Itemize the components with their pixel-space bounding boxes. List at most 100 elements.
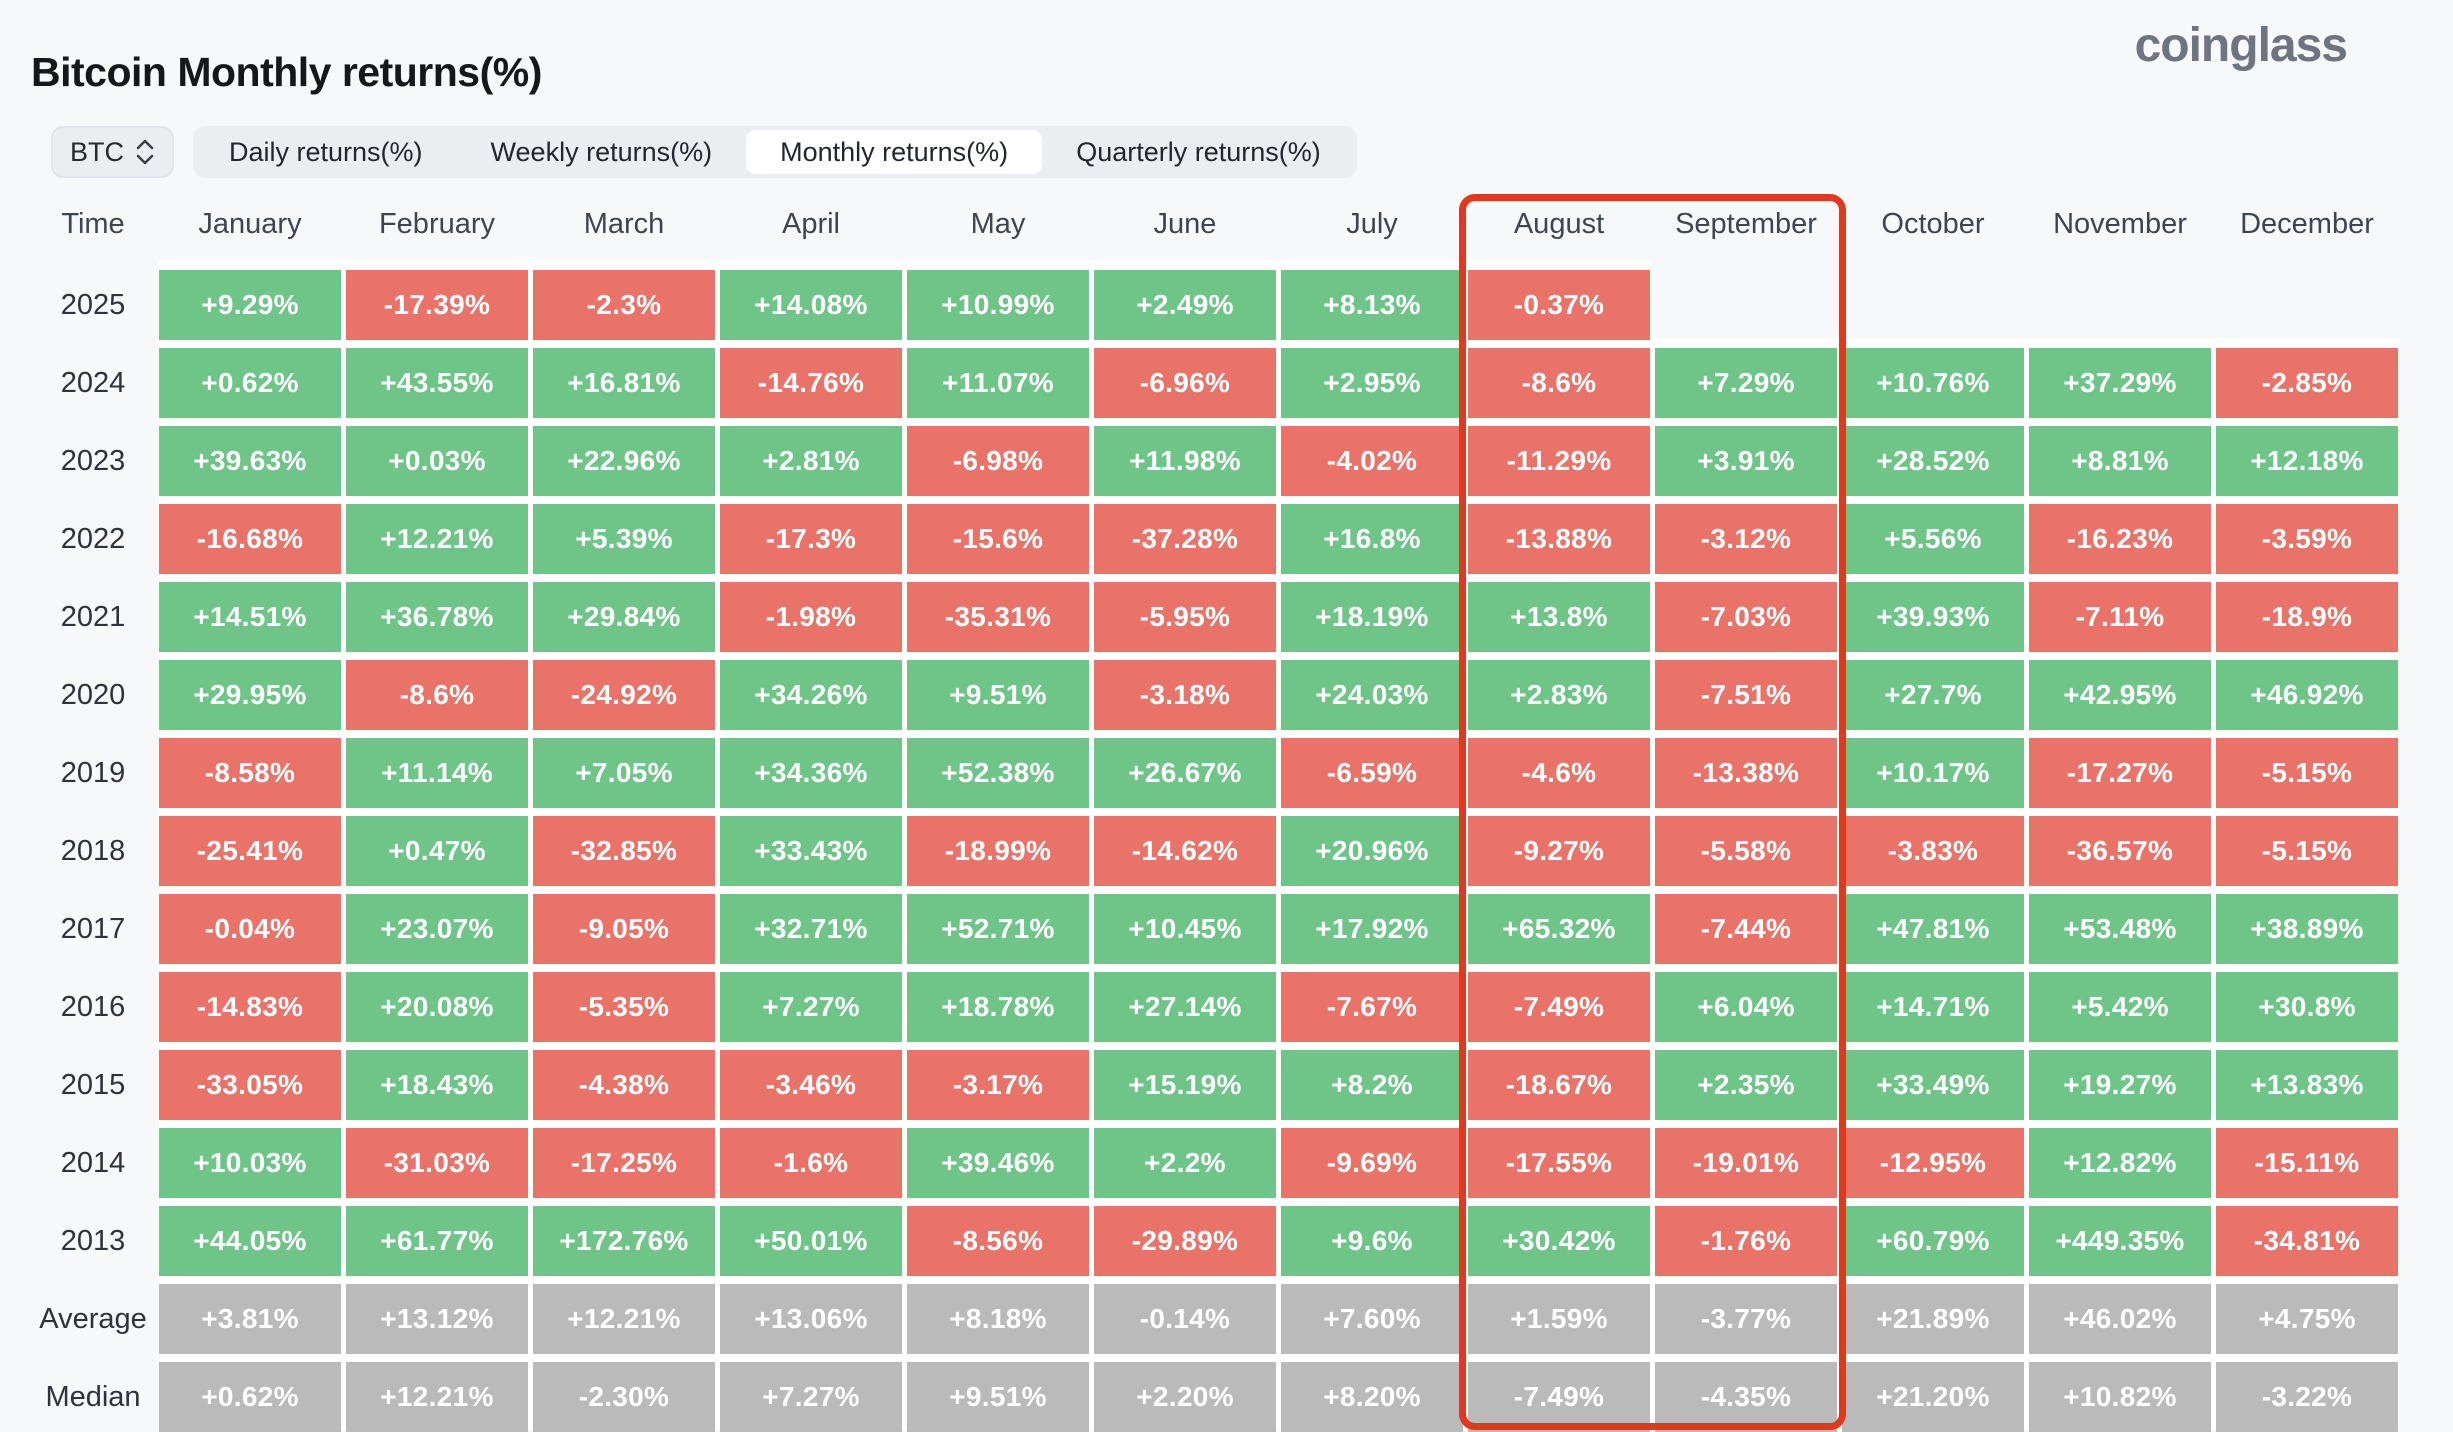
return-cell: -18.9% xyxy=(2216,582,2398,652)
col-header-month: November xyxy=(2053,207,2187,240)
return-cell: +24.03% xyxy=(1281,660,1463,730)
page-title: Bitcoin Monthly returns(%) xyxy=(31,49,542,96)
return-cell: +5.39% xyxy=(533,504,715,574)
coinglass-logo[interactable]: coinglass xyxy=(2134,19,2348,72)
return-cell: +17.92% xyxy=(1281,894,1463,964)
return-cell: +14.08% xyxy=(720,270,902,340)
return-cell: -16.68% xyxy=(159,504,341,574)
row-label: Average xyxy=(39,1302,147,1335)
return-cell: -17.55% xyxy=(1468,1128,1650,1198)
return-cell: -12.95% xyxy=(1842,1128,2024,1198)
return-cell: -36.57% xyxy=(2029,816,2211,886)
return-cell: +39.46% xyxy=(907,1128,1089,1198)
return-cell: -17.39% xyxy=(346,270,528,340)
return-cell: +2.81% xyxy=(720,426,902,496)
return-cell: +10.03% xyxy=(159,1128,341,1198)
return-cell: +8.2% xyxy=(1281,1050,1463,1120)
return-cell: -11.29% xyxy=(1468,426,1650,496)
return-cell: -3.12% xyxy=(1655,504,1837,574)
returns-controls: BTC Daily returns(%) Weekly returns(%) M… xyxy=(51,126,1357,178)
return-cell: +18.19% xyxy=(1281,582,1463,652)
return-cell: -18.67% xyxy=(1468,1050,1650,1120)
col-header-month: May xyxy=(970,207,1026,240)
return-cell: -6.96% xyxy=(1094,348,1276,418)
row-label: 2019 xyxy=(60,756,126,789)
return-cell: +29.84% xyxy=(533,582,715,652)
return-cell: +2.35% xyxy=(1655,1050,1837,1120)
return-cell: +8.20% xyxy=(1281,1362,1463,1432)
return-cell: +3.91% xyxy=(1655,426,1837,496)
return-cell: -8.6% xyxy=(346,660,528,730)
return-cell: +13.12% xyxy=(346,1284,528,1354)
return-cell: -13.88% xyxy=(1468,504,1650,574)
return-cell: -4.35% xyxy=(1655,1362,1837,1432)
return-cell: +13.83% xyxy=(2216,1050,2398,1120)
return-cell: +7.05% xyxy=(533,738,715,808)
return-cell: +2.49% xyxy=(1094,270,1276,340)
col-header-month: August xyxy=(1513,207,1605,240)
return-cell: +1.59% xyxy=(1468,1284,1650,1354)
row-label: 2022 xyxy=(60,522,126,555)
tab-weekly-returns[interactable]: Weekly returns(%) xyxy=(490,136,713,167)
return-cell: -3.22% xyxy=(2216,1362,2398,1432)
return-cell: -0.14% xyxy=(1094,1284,1276,1354)
return-cell: +5.56% xyxy=(1842,504,2024,574)
return-cell: -24.92% xyxy=(533,660,715,730)
return-cell: +52.38% xyxy=(907,738,1089,808)
return-cell: +19.27% xyxy=(2029,1050,2211,1120)
returns-period-tabs: Daily returns(%) Weekly returns(%) Month… xyxy=(193,126,1357,178)
return-cell: -15.6% xyxy=(907,504,1089,574)
return-cell: -6.98% xyxy=(907,426,1089,496)
return-cell: -7.11% xyxy=(2029,582,2211,652)
return-cell: +22.96% xyxy=(533,426,715,496)
return-cell: +12.21% xyxy=(346,1362,528,1432)
return-cell: -4.02% xyxy=(1281,426,1463,496)
returns-grid: Time January February March April May June July… xyxy=(32,192,2398,1432)
return-cell: +9.51% xyxy=(907,1362,1089,1432)
symbol-selector[interactable]: BTC xyxy=(51,126,174,178)
return-cell: -7.44% xyxy=(1655,894,1837,964)
return-cell: +28.52% xyxy=(1842,426,2024,496)
return-cell: +0.47% xyxy=(346,816,528,886)
tab-quarterly-returns[interactable]: Quarterly returns(%) xyxy=(1076,136,1321,167)
row-label: 2014 xyxy=(60,1146,126,1179)
return-cell: -17.27% xyxy=(2029,738,2211,808)
return-cell: -1.76% xyxy=(1655,1206,1837,1276)
return-cell: -9.69% xyxy=(1281,1128,1463,1198)
return-cell: +10.45% xyxy=(1094,894,1276,964)
return-cell: +172.76% xyxy=(533,1206,715,1276)
return-cell: +12.21% xyxy=(533,1284,715,1354)
return-cell: +21.20% xyxy=(1842,1362,2024,1432)
return-cell: +15.19% xyxy=(1094,1050,1276,1120)
row-label: 2017 xyxy=(60,912,126,945)
return-cell: -29.89% xyxy=(1094,1206,1276,1276)
return-cell: -3.17% xyxy=(907,1050,1089,1120)
return-cell: -5.15% xyxy=(2216,816,2398,886)
row-label: 2013 xyxy=(60,1224,126,1257)
return-cell: +16.8% xyxy=(1281,504,1463,574)
return-cell: -0.37% xyxy=(1468,270,1650,340)
col-header-month: October xyxy=(1881,207,1985,240)
return-cell: +8.81% xyxy=(2029,426,2211,496)
return-cell: +14.71% xyxy=(1842,972,2024,1042)
return-cell: +449.35% xyxy=(2029,1206,2211,1276)
return-cell: +13.06% xyxy=(720,1284,902,1354)
row-label: 2015 xyxy=(60,1068,126,1101)
tab-monthly-returns[interactable]: Monthly returns(%) xyxy=(746,130,1043,174)
monthly-returns-table: Time January February March April May June July… xyxy=(32,192,2398,1432)
return-cell: -2.85% xyxy=(2216,348,2398,418)
return-cell: +46.02% xyxy=(2029,1284,2211,1354)
return-cell: +27.14% xyxy=(1094,972,1276,1042)
return-cell: +36.78% xyxy=(346,582,528,652)
row-label: 2025 xyxy=(60,288,126,321)
return-cell: -31.03% xyxy=(346,1128,528,1198)
row-label: 2021 xyxy=(60,600,126,633)
return-cell: +18.78% xyxy=(907,972,1089,1042)
return-cell xyxy=(2029,270,2211,340)
tab-daily-returns[interactable]: Daily returns(%) xyxy=(229,136,423,167)
return-cell: +38.89% xyxy=(2216,894,2398,964)
return-cell xyxy=(1842,270,2024,340)
return-cell: +9.29% xyxy=(159,270,341,340)
return-cell: +61.77% xyxy=(346,1206,528,1276)
col-header-time: Time xyxy=(61,207,125,240)
